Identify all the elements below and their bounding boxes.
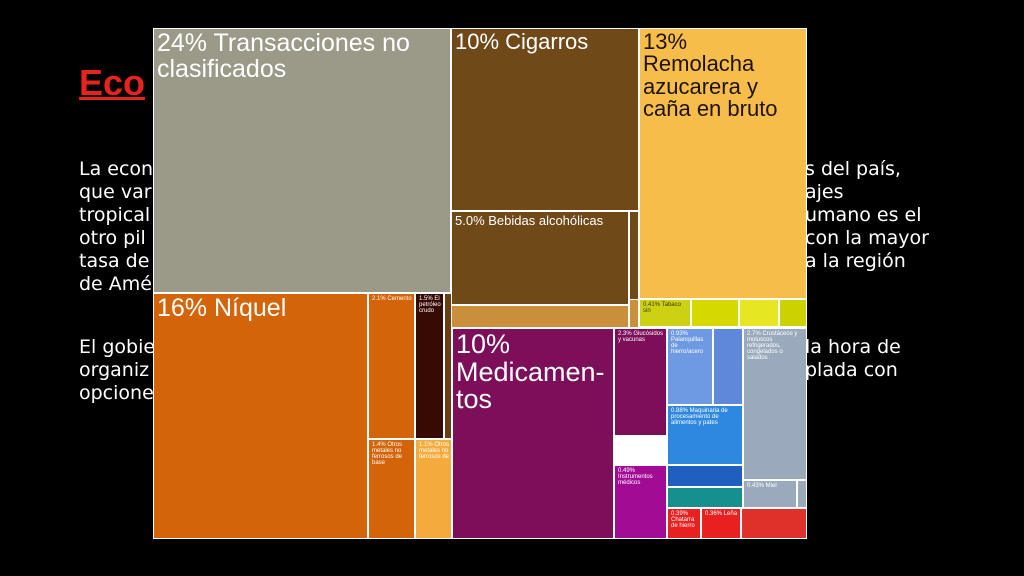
treemap-tile-label: 1.1% Otros metales no ferrosos de [419,442,451,461]
treemap-filler-cell [629,299,639,328]
treemap-filler-cell [713,328,743,405]
treemap-tile: 1.5% El petróleo crudo [415,293,444,439]
treemap-filler-cell [779,299,807,327]
treemap-tile: 0.39% Chatarra de hierro [667,508,701,539]
text-fragment: a la región [805,250,906,272]
treemap-tile: 2.7% Crustáceos y moluscos refrigerados,… [743,328,807,480]
text-fragment: umano es el [805,204,922,226]
slide-title: Eco [79,62,146,103]
text-fragment: tropical [79,204,151,226]
treemap-filler-cell [667,465,743,487]
treemap-filler-cell [691,299,739,327]
text-fragment: ajes [805,181,844,203]
treemap-tile-label: 2.1% Cemento [372,296,412,302]
text-fragment: que var [79,181,152,203]
treemap-tile: 13% Remolacha azucarera y caña en bruto [639,28,807,299]
treemap-tile-label: 1.4% Otros metales no ferrosos de base [372,442,404,467]
treemap-tile: 10% Cigarros [451,28,639,211]
treemap-tile-label: 5.0% Bebidas alcohólicas [455,213,604,228]
treemap-tile: 2.1% Cemento [368,293,415,439]
text-fragment: plada con [805,359,898,381]
treemap-tile: 10% Medicamen- tos [452,328,614,539]
treemap-tile-label: 0.41% Tabaco sin [643,302,683,315]
text-fragment: El gobie [79,336,156,358]
text-fragment: organiz [79,359,150,381]
treemap-filler-cell [667,487,743,508]
treemap-tile: 0.49% Instrumentos médicos [614,465,667,539]
text-fragment: La econ [79,158,154,180]
treemap-tile: 1.4% Otros metales no ferrosos de base [368,439,415,539]
treemap-filler-cell [739,299,779,327]
treemap-tile: 16% Níquel [153,293,368,539]
treemap-tile: 0.36% Leña [701,508,741,539]
treemap-tile-label: 0.88% Maquinaria de procesamiento de ali… [671,408,730,427]
text-fragment: la hora de [805,336,901,358]
treemap-tile: 1.1% Otros metales no ferrosos de [415,439,452,539]
treemap-tile-label: 0.43% Miel [747,483,777,489]
treemap-tile-label: 0.49% Instrumentos médicos [618,468,655,487]
treemap-filler-cell [451,305,629,328]
treemap-tile-label: 10% Medicamen- tos [456,329,613,415]
text-fragment: opcione [79,382,154,404]
treemap-tile-label: 24% Transacciones no clasificados [157,29,417,83]
treemap-tile: 0.43% Miel [743,480,797,508]
treemap-tile: 5.0% Bebidas alcohólicas [451,211,629,305]
treemap-tile-label: 0.39% Chatarra de hierro [671,511,697,530]
text-fragment: otro pil [79,227,146,249]
treemap-tile-label: 2.7% Crustáceos y moluscos refrigerados,… [747,331,800,362]
text-fragment: de Amé [79,273,152,295]
text-fragment: tasa de [79,250,150,272]
treemap-tile: 2.3% Glucósidos y vacunas [614,328,667,436]
treemap-tile: 0.41% Tabaco sin [639,299,691,327]
text-fragment: con la mayor [805,227,929,249]
treemap-tile-label: 1.5% El petróleo crudo [419,296,443,315]
text-fragment: s del país, [805,158,901,180]
treemap-tile: 24% Transacciones no clasificados [153,28,451,293]
treemap-filler-cell [444,293,452,439]
treemap-tile-label: 16% Níquel [157,294,287,322]
treemap-tile-label: 0.93% Palanquillas de hierro/acero [671,331,706,356]
treemap-tile-label: 10% Cigarros [455,29,589,54]
treemap-tile-label: 13% Remolacha azucarera y caña en bruto [643,29,778,122]
treemap-tile-label: 2.3% Glucósidos y vacunas [618,331,665,344]
treemap-filler-cell [741,508,807,539]
treemap-filler-cell [797,480,807,508]
treemap-tile: 0.93% Palanquillas de hierro/acero [667,328,713,405]
treemap-chart: 24% Transacciones no clasificados 10% Cig… [153,28,807,539]
treemap-tile-label: 0.36% Leña [705,511,738,517]
treemap-tile: 0.88% Maquinaria de procesamiento de ali… [667,405,743,465]
